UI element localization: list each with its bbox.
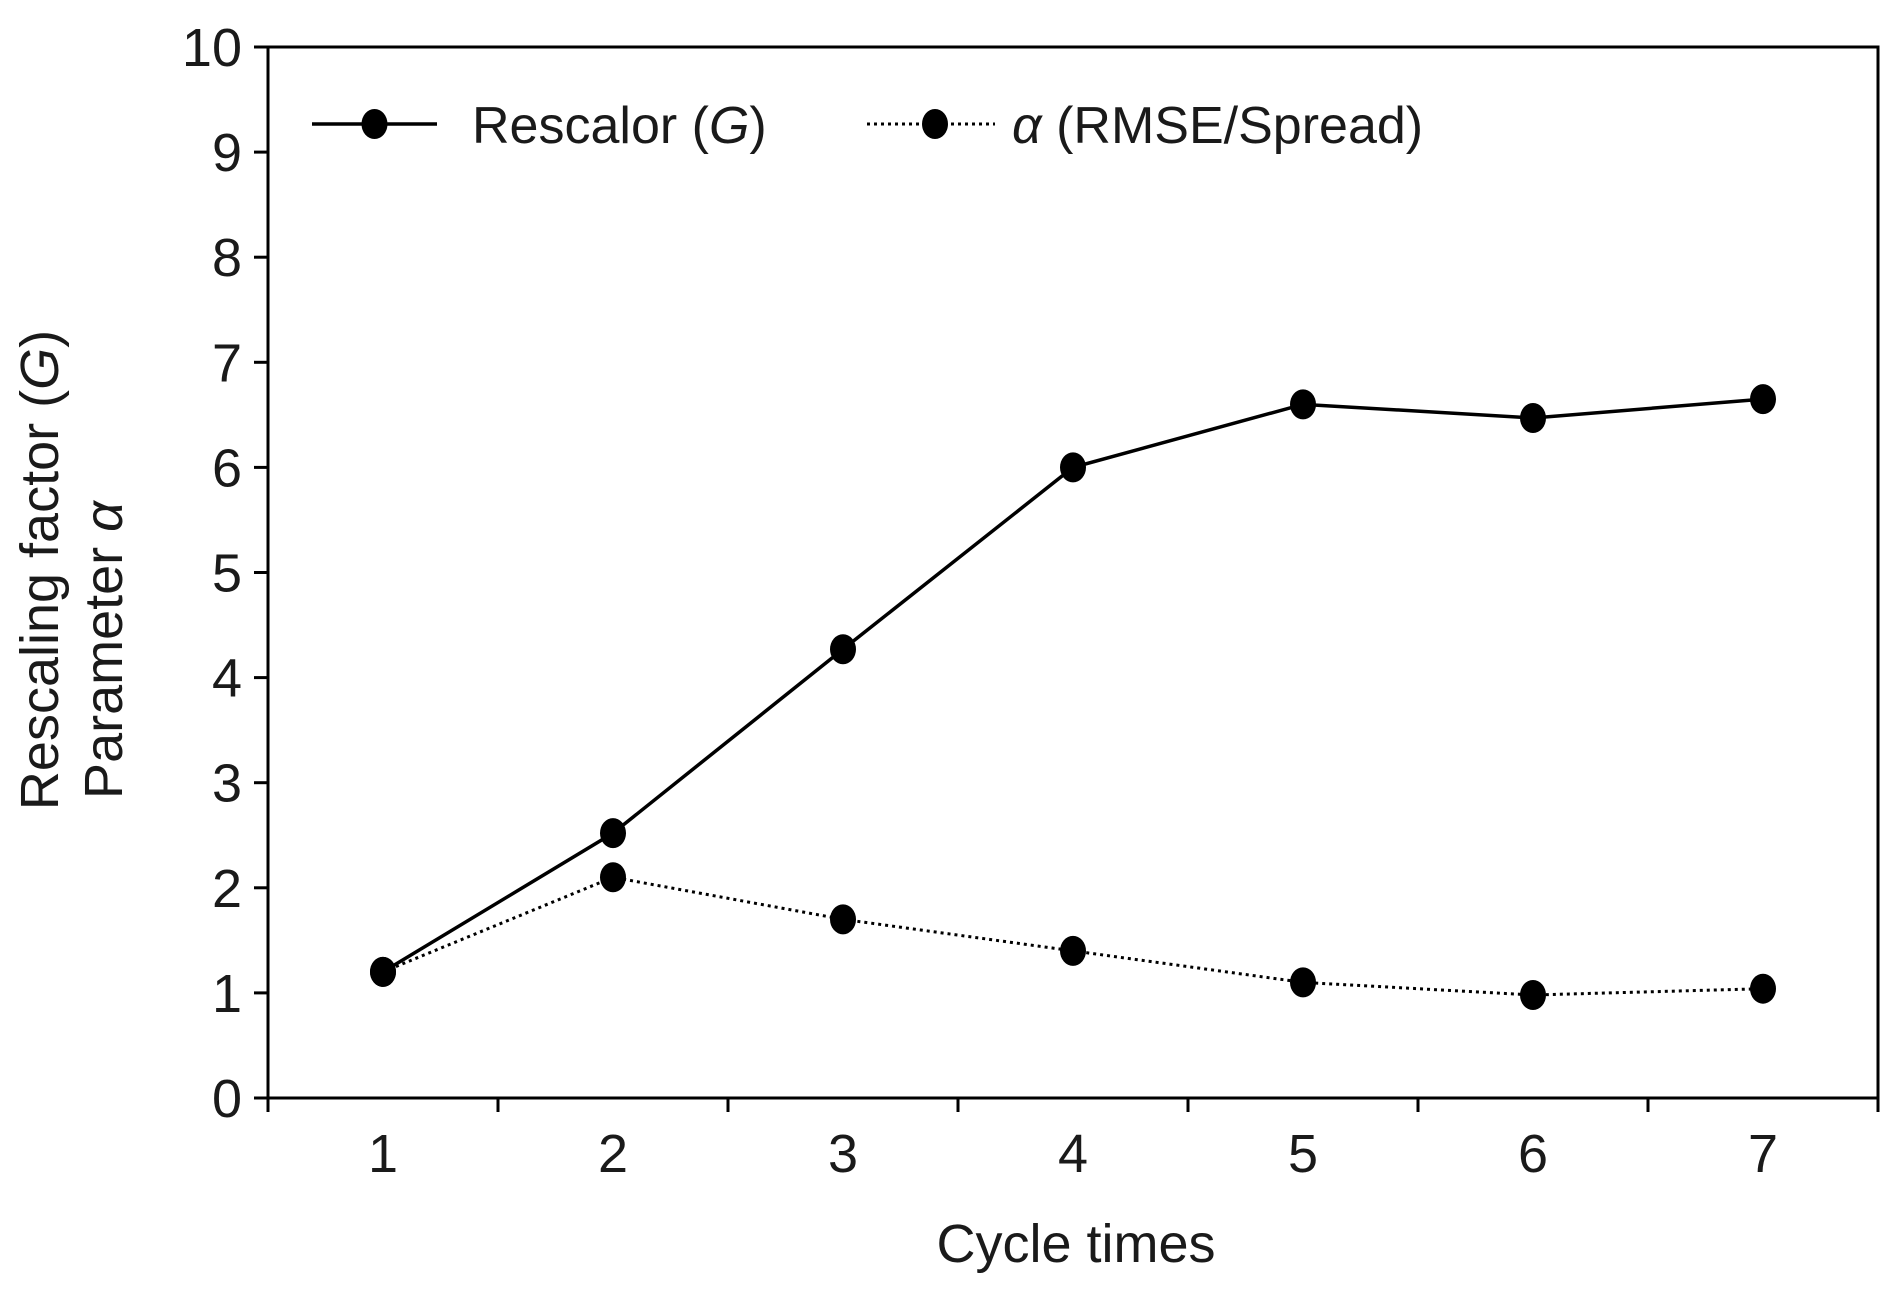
series-1-point — [1290, 389, 1316, 420]
x-axis-label: Cycle times — [936, 1214, 1215, 1274]
y-tick-label: 9 — [212, 123, 242, 183]
legend-item-2: α (RMSE/Spread) — [867, 97, 1423, 155]
y-axis-label-line2-prefix: Parameter — [74, 532, 134, 799]
y-tick-label: 10 — [182, 18, 242, 78]
y-axis-label: Rescaling factor (G) Parameter α — [10, 330, 134, 810]
legend-label: α (RMSE/Spread) — [1012, 97, 1423, 155]
x-tick-label: 4 — [1058, 1124, 1088, 1184]
legend: Rescalor (G) α (RMSE/Spread) — [312, 97, 1423, 155]
legend-marker-swatch — [361, 109, 388, 139]
series-2 — [370, 862, 1776, 1011]
legend-marker-swatch — [922, 109, 948, 139]
series-2-point — [830, 904, 856, 935]
y-tick-label: 7 — [212, 333, 242, 393]
y-tick-label: 5 — [212, 544, 242, 604]
y-axis-label-line1-prefix: Rescaling factor ( — [10, 390, 70, 810]
x-tick-label: 5 — [1288, 1124, 1318, 1184]
series-2-point — [370, 956, 396, 987]
x-axis-ticks: 1 2 3 4 5 6 7 — [266, 1098, 1880, 1184]
y-tick-label: 3 — [212, 754, 242, 814]
x-tick-label: 3 — [828, 1124, 858, 1184]
x-tick-label: 2 — [598, 1124, 628, 1184]
series-2-point — [600, 862, 626, 893]
x-tick-label: 7 — [1748, 1124, 1778, 1184]
svg-text:Rescaling factor (G): Rescaling factor (G) — [10, 330, 70, 810]
y-tick-label: 0 — [212, 1069, 242, 1129]
x-tick-label: 6 — [1518, 1124, 1548, 1184]
series-1 — [370, 384, 1776, 987]
series-1-point — [1520, 403, 1546, 434]
series-layer — [370, 384, 1776, 1011]
y-axis-label-line1-suffix: ) — [10, 330, 70, 348]
series-1-point — [1060, 452, 1086, 483]
series-1-point — [830, 634, 856, 665]
series-2-point — [1750, 973, 1776, 1004]
y-tick-label: 2 — [212, 859, 242, 919]
y-axis-ticks: 0 1 2 3 4 5 6 7 8 9 10 — [182, 18, 268, 1129]
legend-item-1: Rescalor (G) — [312, 97, 767, 155]
series-2-point — [1520, 980, 1546, 1011]
series-1-point — [600, 818, 626, 849]
y-axis-label-line2-italic: α — [74, 499, 134, 532]
y-tick-label: 1 — [212, 964, 242, 1024]
y-tick-label: 8 — [212, 228, 242, 288]
y-tick-label: 4 — [212, 649, 242, 709]
svg-text:Parameter α: Parameter α — [74, 499, 134, 799]
y-tick-label: 6 — [212, 438, 242, 498]
y-axis-label-line1-italic: G — [10, 348, 70, 390]
legend-label: Rescalor (G) — [472, 97, 767, 155]
series-2-point — [1060, 935, 1086, 966]
series-1-point — [1750, 384, 1776, 415]
x-tick-label: 1 — [368, 1124, 398, 1184]
series-2-point — [1290, 967, 1316, 998]
